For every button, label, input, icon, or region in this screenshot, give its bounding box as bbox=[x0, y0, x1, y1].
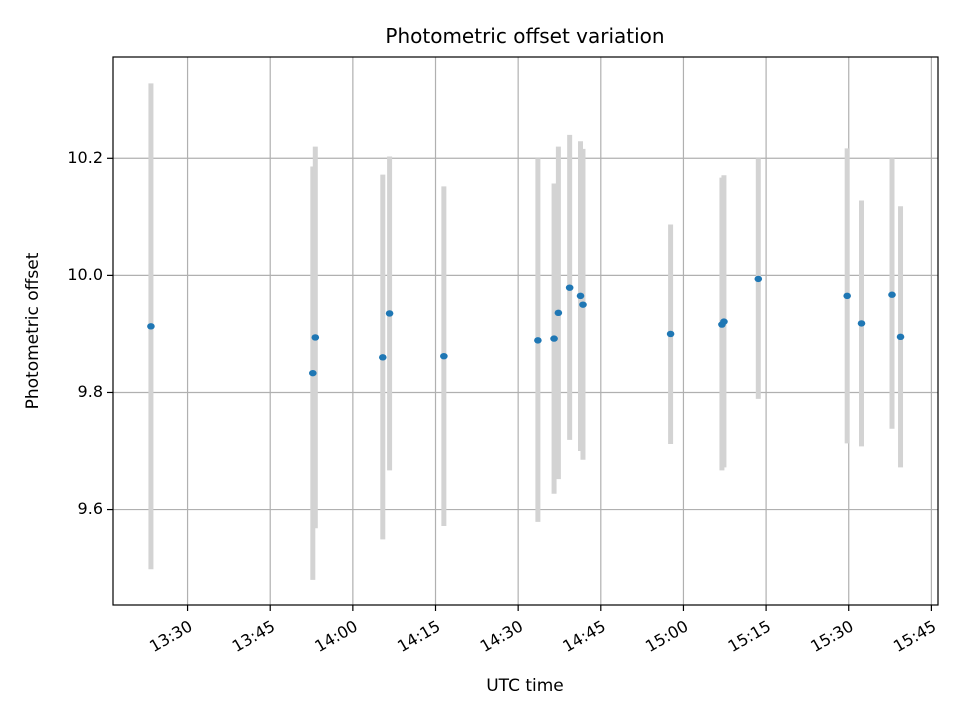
data-point bbox=[378, 354, 387, 361]
data-point bbox=[896, 333, 905, 341]
data-point bbox=[576, 292, 585, 300]
y-axis-label: Photometric offset bbox=[23, 252, 43, 409]
data-point bbox=[311, 334, 320, 341]
y-tick-label: 9.8 bbox=[78, 382, 103, 401]
data-point bbox=[666, 330, 675, 338]
chart-title: Photometric offset variation bbox=[385, 24, 664, 48]
data-point bbox=[888, 291, 896, 298]
y-tick-label: 10.0 bbox=[67, 265, 103, 284]
data-point bbox=[147, 323, 155, 330]
data-point bbox=[843, 292, 851, 300]
y-tick-label: 9.6 bbox=[78, 499, 103, 518]
point-layer bbox=[147, 275, 905, 377]
grid-layer bbox=[113, 57, 938, 605]
data-point bbox=[579, 301, 587, 308]
x-axis-label: UTC time bbox=[486, 676, 564, 696]
data-point bbox=[385, 310, 394, 317]
data-point bbox=[534, 337, 542, 344]
data-point bbox=[857, 320, 866, 327]
y-tick-label: 10.2 bbox=[67, 148, 103, 167]
plot-frame bbox=[112, 56, 939, 606]
data-point bbox=[550, 335, 558, 342]
data-point bbox=[440, 352, 448, 360]
data-point bbox=[720, 318, 728, 325]
data-point bbox=[554, 309, 563, 317]
data-point bbox=[565, 284, 574, 291]
data-point bbox=[309, 369, 317, 377]
data-point bbox=[754, 275, 763, 283]
